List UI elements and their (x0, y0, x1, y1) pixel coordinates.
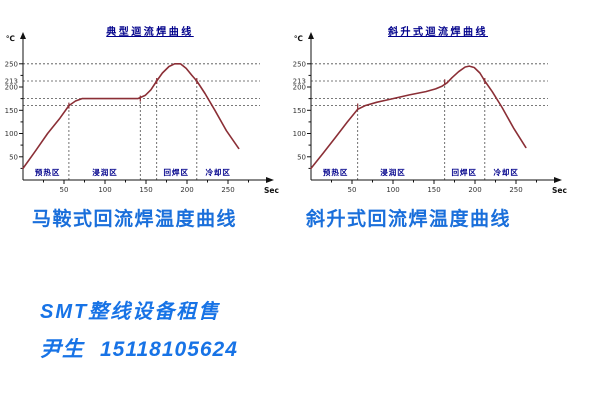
svg-text:150: 150 (139, 186, 152, 194)
svg-text:预热区: 预热区 (323, 167, 349, 177)
svg-text:250: 250 (293, 60, 306, 68)
svg-text:斜升式迴流焊曲线: 斜升式迴流焊曲线 (387, 25, 488, 38)
svg-text:回焊区: 回焊区 (452, 167, 478, 177)
svg-text:回焊区: 回焊区 (164, 167, 190, 177)
svg-text:150: 150 (5, 107, 18, 115)
svg-text:200: 200 (468, 186, 481, 194)
contact-name: 尹生 (40, 338, 84, 361)
svg-text:100: 100 (98, 186, 111, 194)
svg-text:冷却区: 冷却区 (205, 167, 231, 177)
svg-text:250: 250 (221, 186, 234, 194)
caption-saddle-reflow-curve: 马鞍式回流焊温度曲线 (32, 209, 238, 230)
svg-text:150: 150 (427, 186, 440, 194)
caption-ramp-up-reflow-curve: 斜升式回流焊温度曲线 (306, 209, 512, 230)
svg-text:浸润区: 浸润区 (380, 167, 406, 177)
svg-text:213: 213 (293, 78, 306, 86)
svg-text:250: 250 (509, 186, 522, 194)
svg-text:150: 150 (293, 107, 306, 115)
svg-text:213: 213 (5, 78, 18, 86)
svg-text:典型迴流焊曲线: 典型迴流焊曲线 (106, 25, 194, 38)
contact-phone: 15118105624 (100, 338, 238, 361)
svg-text:浸润区: 浸润区 (92, 167, 118, 177)
svg-text:250: 250 (5, 60, 18, 68)
svg-text:200: 200 (5, 84, 18, 92)
svg-text:预热区: 预热区 (35, 167, 61, 177)
svg-text:℃: ℃ (294, 34, 303, 43)
svg-text:Sec: Sec (552, 186, 567, 195)
svg-text:冷却区: 冷却区 (493, 167, 519, 177)
svg-text:Sec: Sec (264, 186, 279, 195)
svg-text:℃: ℃ (6, 34, 15, 43)
svg-text:50: 50 (348, 186, 357, 194)
footer-contact-line: 尹生 15118105624 (40, 333, 238, 363)
svg-text:100: 100 (293, 130, 306, 138)
svg-text:100: 100 (5, 130, 18, 138)
svg-text:50: 50 (9, 153, 18, 161)
svg-text:200: 200 (293, 84, 306, 92)
footer-business-text: SMT整线设备租售 (40, 301, 221, 323)
svg-text:100: 100 (386, 186, 399, 194)
svg-text:50: 50 (297, 153, 306, 161)
svg-text:50: 50 (60, 186, 69, 194)
svg-text:200: 200 (180, 186, 193, 194)
